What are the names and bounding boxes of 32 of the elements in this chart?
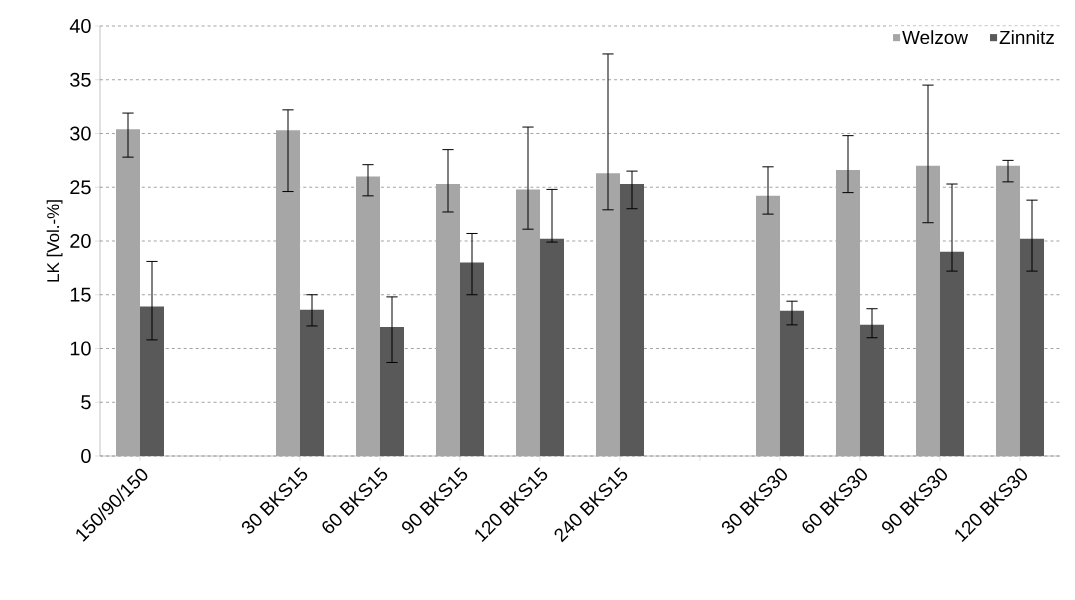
bar <box>620 184 645 456</box>
y-tick-label: 25 <box>70 180 91 195</box>
y-tick-label: 40 <box>69 18 91 34</box>
bar <box>780 310 805 456</box>
y-tick-label: 15 <box>70 287 91 302</box>
y-tick-label: 20 <box>70 233 91 249</box>
bar <box>996 165 1021 456</box>
legend-label: Welzow <box>902 30 969 45</box>
y-tick-label: 0 <box>81 448 91 464</box>
y-tick-label: 35 <box>70 72 91 87</box>
bar <box>516 189 541 456</box>
bar <box>1020 238 1045 456</box>
bar <box>116 129 140 456</box>
bar <box>756 195 781 456</box>
y-tick-label: 10 <box>70 341 91 356</box>
bar <box>916 165 941 456</box>
bar <box>540 238 565 456</box>
y-axis-title: LK [Vol.-%] <box>46 200 63 282</box>
bar <box>380 327 404 456</box>
bar <box>300 309 324 456</box>
bar <box>276 130 300 456</box>
bar <box>596 173 621 456</box>
legend-label: Zinnitz <box>999 30 1054 45</box>
y-tick-label: 30 <box>70 126 91 141</box>
bar <box>436 184 460 456</box>
y-tick-label: 5 <box>81 395 91 410</box>
bar <box>836 170 861 456</box>
bar <box>940 251 965 456</box>
bar <box>140 306 164 456</box>
bar <box>460 262 485 456</box>
bar <box>356 176 380 456</box>
bar <box>860 324 885 456</box>
